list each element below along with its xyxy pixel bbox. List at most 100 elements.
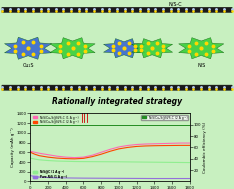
- NiS/Cu₂S@N/S-C (2 A g⁻¹): [33, 124, 36, 126]
- NiS@C (1 A g⁻¹): [91, 160, 94, 163]
- NiS/Cu₂S@N/S-C (2 A g⁻¹): [188, 144, 191, 146]
- NiS/Cu₂S@N/S-C (2 A g⁻¹): [38, 155, 41, 157]
- NiS/Cu₂S@N/S-C (2 A g⁻¹): [135, 145, 138, 148]
- NiS/Cu₂S@N/S-C (1 A g⁻¹): [135, 143, 138, 146]
- NiS/Cu₂S@N/S-C (2 A g⁻¹): [144, 145, 147, 147]
- Y-axis label: Capacity (mAh g⁻¹): Capacity (mAh g⁻¹): [11, 128, 15, 167]
- NiS/Cu₂S@N/S-C (1 A g⁻¹): [170, 142, 173, 144]
- NiS/Cu₂S@N/S-C (1 A g⁻¹): [162, 142, 165, 145]
- Pure-NiS (1 A g⁻¹): [117, 177, 120, 180]
- NiS@C (1 A g⁻¹): [47, 159, 50, 162]
- NiS/Cu₂S@N/S-C (2 A g⁻¹): [47, 156, 50, 158]
- NiS/Cu₂S@N/S-C (1 A g⁻¹): [117, 146, 120, 148]
- NiS/Cu₂S@N/S-C (2 A g⁻¹): [170, 144, 173, 147]
- NiS/Cu₂S@N/S-C (1 A g⁻¹): [153, 143, 156, 145]
- NiS/Cu₂S@N/S-C (2 A g⁻¹): [82, 157, 85, 160]
- NiS/Cu₂S@N/S-C (2 A g⁻¹): [109, 150, 111, 153]
- NiS@C (1 A g⁻¹): [117, 161, 120, 163]
- NiS/Cu₂S@N/S-C (2 A g⁻¹): [126, 146, 129, 149]
- NiS/Cu₂S@N/S-C (1 A g⁻¹): [179, 142, 182, 144]
- NiS/Cu₂S@N/S-C (2 A g⁻¹): [179, 124, 182, 126]
- NiS/Cu₂S@N/S-C (2 A g⁻¹): [47, 124, 50, 126]
- NiS/Cu₂S@N/S-C (1 A g⁻¹): [29, 150, 32, 153]
- Polygon shape: [179, 38, 224, 59]
- NiS/Cu₂S@N/S-C (1 A g⁻¹): [188, 142, 191, 144]
- NiS/Cu₂S@N/S-C (1 A g⁻¹): [47, 154, 50, 156]
- NiS/Cu₂S@N/S-C (1 A g⁻¹): [64, 156, 67, 158]
- Pure-NiS (1 A g⁻¹): [100, 177, 102, 179]
- NiS/Cu₂S@N/S-C (2 A g⁻¹): [38, 124, 41, 126]
- Text: Cu₂S: Cu₂S: [22, 64, 34, 68]
- Line: Pure-NiS (1 A g⁻¹): Pure-NiS (1 A g⁻¹): [30, 176, 190, 179]
- NiS/Cu₂S@N/S-C (2 A g⁻¹): [100, 124, 102, 126]
- NiS/Cu₂S@N/S-C (2 A g⁻¹): [73, 158, 76, 160]
- NiS/Cu₂S@N/S-C (1 A g⁻¹): [144, 143, 147, 145]
- NiS/Cu₂S@N/S-C (1 A g⁻¹): [38, 152, 41, 154]
- NiS/Cu₂S@N/S-C (2 A g⁻¹): [144, 124, 147, 126]
- NiS/Cu₂S@N/S-C (2 A g⁻¹): [126, 124, 129, 126]
- NiS@C (1 A g⁻¹): [188, 161, 191, 164]
- NiS@C (1 A g⁻¹): [162, 161, 165, 163]
- NiS/Cu₂S@N/S-C (1 A g⁻¹): [91, 154, 94, 156]
- NiS/Cu₂S@N/S-C (2 A g⁻¹): [55, 124, 58, 126]
- NiS/Cu₂S@N/S-C (2 A g⁻¹): [64, 124, 67, 126]
- NiS/Cu₂S@N/S-C (2 A g⁻¹): [162, 144, 165, 147]
- NiS/Cu₂S@N/S-C (2 A g⁻¹): [55, 157, 58, 159]
- Pure-NiS (1 A g⁻¹): [135, 177, 138, 180]
- NiS/Cu₂S@N/S-C (2 A g⁻¹): [73, 124, 76, 126]
- Pure-NiS (1 A g⁻¹): [38, 176, 41, 178]
- NiS/Cu₂S@N/S-C (2 A g⁻¹): [135, 124, 138, 126]
- NiS/Cu₂S@N/S-C (1 A g⁻¹): [126, 144, 129, 147]
- Pure-NiS (1 A g⁻¹): [170, 177, 173, 180]
- Pure-NiS (1 A g⁻¹): [162, 177, 165, 180]
- Pure-NiS (1 A g⁻¹): [91, 177, 94, 179]
- Polygon shape: [103, 39, 145, 58]
- NiS/Cu₂S@N/S-C (2 A g⁻¹): [33, 153, 36, 155]
- NiS/Cu₂S@N/S-C (1 A g⁻¹): [82, 156, 85, 158]
- NiS/Cu₂S@N/S-C (2 A g⁻¹): [91, 156, 94, 158]
- FancyBboxPatch shape: [2, 7, 232, 12]
- NiS@C (1 A g⁻¹): [64, 160, 67, 162]
- NiS/Cu₂S@N/S-C (2 A g⁻¹): [29, 151, 32, 153]
- Pure-NiS (1 A g⁻¹): [179, 177, 182, 180]
- NiS@C (1 A g⁻¹): [153, 161, 156, 163]
- Legend: NiS/Cu₂S@N/S-C (2 A g⁻¹): NiS/Cu₂S@N/S-C (2 A g⁻¹): [141, 115, 188, 120]
- NiS/Cu₂S@N/S-C (1 A g⁻¹): [109, 148, 111, 150]
- Legend: NiS@C (1 A g⁻¹), Pure-NiS (1 A g⁻¹): NiS@C (1 A g⁻¹), Pure-NiS (1 A g⁻¹): [32, 170, 67, 180]
- FancyBboxPatch shape: [2, 85, 232, 90]
- NiS@C (1 A g⁻¹): [29, 157, 32, 159]
- NiS/Cu₂S@N/S-C (2 A g⁻¹): [91, 124, 94, 126]
- Y-axis label: Coulombic efficiency (%): Coulombic efficiency (%): [203, 122, 207, 173]
- Line: NiS@C (1 A g⁻¹): NiS@C (1 A g⁻¹): [30, 158, 190, 163]
- NiS@C (1 A g⁻¹): [179, 161, 182, 164]
- Text: NiS: NiS: [197, 64, 205, 68]
- NiS/Cu₂S@N/S-C (2 A g⁻¹): [100, 153, 102, 155]
- NiS/Cu₂S@N/S-C (2 A g⁻¹): [170, 124, 173, 126]
- NiS/Cu₂S@N/S-C (2 A g⁻¹): [117, 148, 120, 150]
- NiS/Cu₂S@N/S-C (2 A g⁻¹): [153, 145, 156, 147]
- Polygon shape: [132, 39, 173, 58]
- NiS/Cu₂S@N/S-C (2 A g⁻¹): [179, 144, 182, 146]
- Pure-NiS (1 A g⁻¹): [153, 177, 156, 180]
- NiS/Cu₂S@N/S-C (2 A g⁻¹): [162, 124, 165, 126]
- Pure-NiS (1 A g⁻¹): [126, 177, 129, 180]
- Pure-NiS (1 A g⁻¹): [47, 176, 50, 179]
- Pure-NiS (1 A g⁻¹): [55, 177, 58, 179]
- Polygon shape: [50, 38, 95, 59]
- Pure-NiS (1 A g⁻¹): [73, 177, 76, 179]
- Pure-NiS (1 A g⁻¹): [33, 175, 36, 178]
- NiS@C (1 A g⁻¹): [135, 161, 138, 163]
- NiS/Cu₂S@N/S-C (1 A g⁻¹): [55, 155, 58, 157]
- Text: N/S-C: N/S-C: [169, 2, 182, 6]
- Line: NiS/Cu₂S@N/S-C (2 A g⁻¹): NiS/Cu₂S@N/S-C (2 A g⁻¹): [30, 145, 190, 159]
- Pure-NiS (1 A g⁻¹): [64, 177, 67, 179]
- Pure-NiS (1 A g⁻¹): [29, 174, 32, 177]
- NiS/Cu₂S@N/S-C (1 A g⁻¹): [33, 151, 36, 153]
- NiS/Cu₂S@N/S-C (1 A g⁻¹): [73, 156, 76, 159]
- NiS/Cu₂S@N/S-C (2 A g⁻¹): [82, 124, 85, 126]
- NiS@C (1 A g⁻¹): [126, 161, 129, 163]
- Polygon shape: [4, 37, 52, 59]
- NiS@C (1 A g⁻¹): [38, 159, 41, 161]
- NiS/Cu₂S@N/S-C (2 A g⁻¹): [153, 124, 156, 126]
- NiS@C (1 A g⁻¹): [170, 161, 173, 163]
